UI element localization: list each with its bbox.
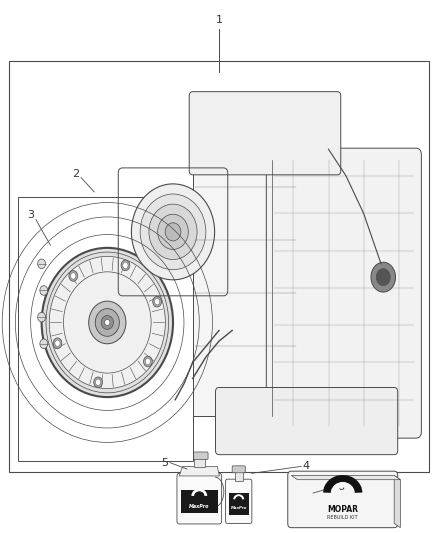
Text: 5: 5 bbox=[161, 458, 168, 467]
Circle shape bbox=[38, 259, 46, 269]
Circle shape bbox=[55, 340, 60, 346]
Ellipse shape bbox=[105, 320, 110, 325]
Text: MaxPro: MaxPro bbox=[230, 506, 247, 511]
FancyBboxPatch shape bbox=[288, 471, 398, 528]
Circle shape bbox=[144, 356, 152, 367]
Text: 4: 4 bbox=[302, 462, 309, 471]
Circle shape bbox=[40, 286, 48, 295]
Polygon shape bbox=[179, 466, 219, 476]
Circle shape bbox=[371, 262, 396, 292]
Text: MOPAR: MOPAR bbox=[327, 505, 358, 513]
Ellipse shape bbox=[95, 309, 119, 336]
Text: 1: 1 bbox=[215, 15, 223, 25]
Polygon shape bbox=[394, 475, 400, 528]
Text: 2: 2 bbox=[72, 169, 79, 179]
Ellipse shape bbox=[149, 204, 197, 260]
Bar bbox=[229, 493, 249, 515]
Circle shape bbox=[53, 338, 62, 349]
Circle shape bbox=[145, 358, 151, 365]
Ellipse shape bbox=[158, 214, 188, 249]
FancyBboxPatch shape bbox=[226, 479, 252, 523]
Bar bbox=[181, 489, 218, 513]
Ellipse shape bbox=[88, 301, 126, 344]
FancyBboxPatch shape bbox=[189, 92, 341, 175]
Ellipse shape bbox=[165, 223, 181, 241]
FancyBboxPatch shape bbox=[215, 387, 398, 455]
FancyBboxPatch shape bbox=[232, 466, 245, 473]
Bar bbox=[9, 61, 429, 472]
Bar bbox=[194, 458, 205, 467]
Circle shape bbox=[38, 312, 46, 322]
Bar bbox=[18, 197, 193, 461]
Circle shape bbox=[94, 377, 102, 387]
Bar bbox=[235, 471, 243, 481]
Circle shape bbox=[95, 379, 101, 385]
Ellipse shape bbox=[131, 184, 215, 280]
Ellipse shape bbox=[49, 256, 166, 389]
FancyBboxPatch shape bbox=[191, 452, 208, 459]
Ellipse shape bbox=[101, 316, 113, 329]
Circle shape bbox=[69, 271, 78, 281]
Text: MaxPro: MaxPro bbox=[189, 504, 209, 509]
Text: 6: 6 bbox=[337, 482, 344, 491]
Polygon shape bbox=[291, 475, 400, 480]
Circle shape bbox=[155, 298, 160, 305]
FancyBboxPatch shape bbox=[177, 473, 222, 524]
Ellipse shape bbox=[42, 248, 173, 397]
Circle shape bbox=[123, 262, 128, 269]
FancyBboxPatch shape bbox=[266, 148, 421, 438]
Text: 3: 3 bbox=[27, 211, 34, 220]
Circle shape bbox=[376, 269, 390, 286]
Circle shape bbox=[121, 260, 130, 271]
FancyBboxPatch shape bbox=[193, 128, 298, 416]
Circle shape bbox=[40, 339, 48, 349]
Ellipse shape bbox=[140, 194, 206, 270]
Text: REBUILD KIT: REBUILD KIT bbox=[328, 515, 358, 520]
Circle shape bbox=[153, 296, 162, 307]
Circle shape bbox=[71, 273, 76, 279]
